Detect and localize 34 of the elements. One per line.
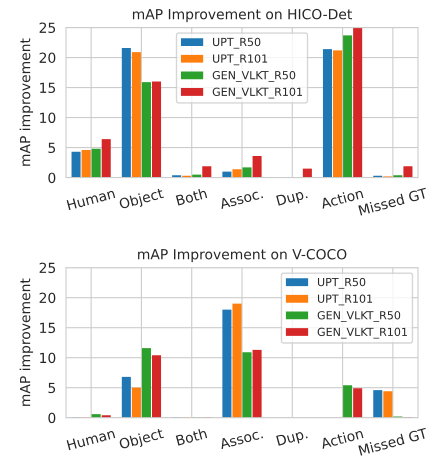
legend-label: GEN_VLKT_R50	[212, 70, 296, 82]
x-tick-label: Both	[176, 188, 208, 206]
x-tick-label: Dup.	[276, 428, 308, 449]
x-tick-label: Assoc.	[218, 188, 264, 210]
y-tick-label: 10	[40, 352, 56, 364]
y-tick-label: 5	[48, 382, 56, 394]
y-tick-label: 0	[48, 172, 56, 184]
legend-label: UPT_R101	[213, 54, 268, 66]
legend-label: GEN_VLKT_R101	[318, 328, 407, 339]
y-tick-label: 20	[40, 52, 56, 64]
legend-label: UPT_R50	[213, 38, 260, 49]
legend-label: GEN_VLKT_R50	[318, 311, 400, 322]
chart-title: mAP Improvement on HICO-Det	[132, 8, 352, 22]
y-tick-label: 10	[40, 112, 56, 124]
x-tick-label: Human	[66, 428, 116, 450]
x-tick-label: Object	[118, 428, 165, 452]
x-tick-label: Both	[176, 428, 208, 446]
y-tick-label: 15	[40, 322, 56, 334]
y-tick-label: 20	[40, 292, 56, 304]
y-tick-label: 25	[40, 262, 56, 274]
y-tick-label: 5	[48, 142, 56, 154]
legend-label: UPT_R101	[318, 294, 372, 306]
y-tick-label: 0	[48, 412, 56, 424]
y-tick-label: 15	[40, 82, 56, 94]
legend-label: GEN_VLKT_R101	[212, 88, 302, 98]
chart-title: mAP Improvement on V-COCO	[138, 248, 346, 262]
y-axis-title: mAP improvement	[20, 38, 34, 166]
x-tick-label: Object	[118, 187, 165, 212]
x-tick-label: Assoc.	[218, 428, 264, 450]
x-tick-label: Human	[66, 188, 116, 210]
x-tick-label: Dup.	[276, 188, 308, 208]
y-tick-label: 25	[40, 22, 56, 34]
y-axis-title: mAP improvement	[20, 278, 34, 406]
legend-label: UPT_R50	[318, 278, 366, 289]
